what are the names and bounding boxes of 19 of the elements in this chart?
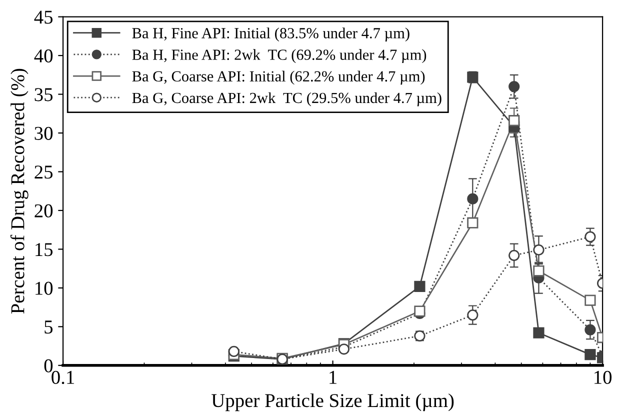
y-tick-label: 40 xyxy=(34,49,53,62)
x-tick-label: 10 xyxy=(594,370,612,384)
y-tick-label: 0 xyxy=(44,359,53,372)
y-tick-label: 35 xyxy=(34,88,53,102)
x-tick-label: 1 xyxy=(330,370,336,384)
legend-label: Ba H, Fine API: 2wk TC (69.2% under 4.7 µm) xyxy=(132,49,426,64)
y-tick-label: 15 xyxy=(36,243,53,256)
y-tick-label: 5 xyxy=(44,320,53,334)
legend-label: Ba H, Fine API: Initial (83.5% under 4.7 µm) xyxy=(132,28,410,42)
x-tick-label: 0.1 xyxy=(52,370,74,384)
y-axis-title: Percent of Drug Recovered (%) xyxy=(10,68,28,314)
legend-label: Ba G, Coarse API: Initial (62.2% under 4.7 µm) xyxy=(132,70,425,85)
legend-label: Ba G, Coarse API: 2wk TC (29.5% under 4.7 µm) xyxy=(132,92,442,106)
y-tick-label: 20 xyxy=(34,204,53,218)
x-axis-title: Upper Particle Size Limit (µm) xyxy=(212,393,454,412)
y-tick-label: 10 xyxy=(36,282,53,295)
y-tick-label: 25 xyxy=(34,166,53,179)
y-tick-label: 45 xyxy=(34,10,53,24)
y-tick-label: 30 xyxy=(34,126,53,140)
